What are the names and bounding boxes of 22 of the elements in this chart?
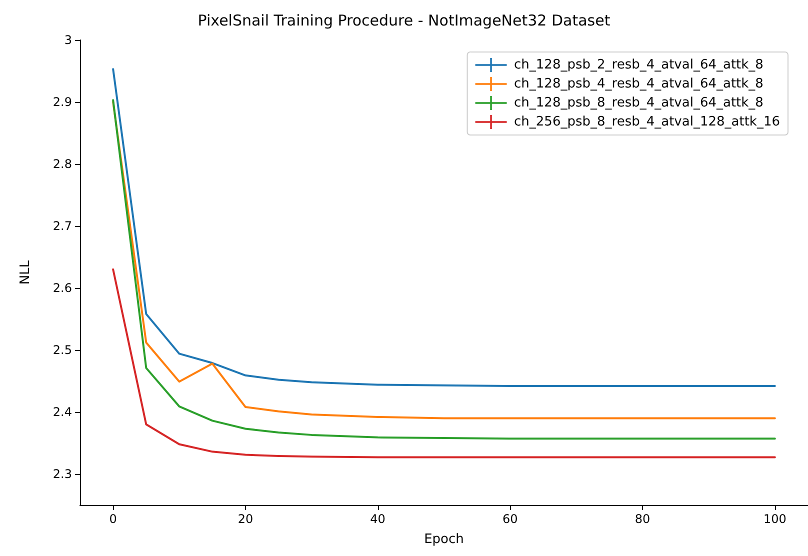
legend-label: ch_128_psb_4_resb_4_atval_64_attk_8 [514, 76, 764, 92]
x-tick-label: 20 [238, 512, 254, 526]
y-tick-label: 2.9 [52, 95, 72, 109]
y-tick-label: 2.6 [52, 281, 72, 295]
y-tick-label: 2.8 [52, 157, 72, 171]
y-tick-label: 2.7 [52, 219, 72, 233]
y-tick-label: 2.4 [52, 405, 72, 419]
legend-label: ch_128_psb_8_resb_4_atval_64_attk_8 [514, 96, 764, 110]
y-axis-title: NLL [18, 260, 33, 285]
chart-title: PixelSnail Training Procedure - NotImageNet32 Dataset [198, 12, 610, 30]
x-tick-label: 100 [763, 512, 786, 526]
line-series [112, 268, 776, 458]
x-axis-title: Epoch [424, 532, 464, 547]
x-tick-label: 0 [109, 512, 117, 526]
y-tick-label: 2.5 [52, 343, 72, 357]
legend-label: ch_128_psb_2_resb_4_atval_64_attk_8 [514, 58, 764, 72]
y-tick-label: 2.3 [52, 467, 72, 481]
y-tick-label: 3 [64, 33, 72, 47]
x-tick-label: 60 [502, 512, 518, 526]
x-tick-label: 80 [634, 512, 650, 526]
x-tick-label: 40 [370, 512, 386, 526]
legend-label: ch_256_psb_8_resb_4_atval_128_attk_16 [514, 114, 780, 130]
